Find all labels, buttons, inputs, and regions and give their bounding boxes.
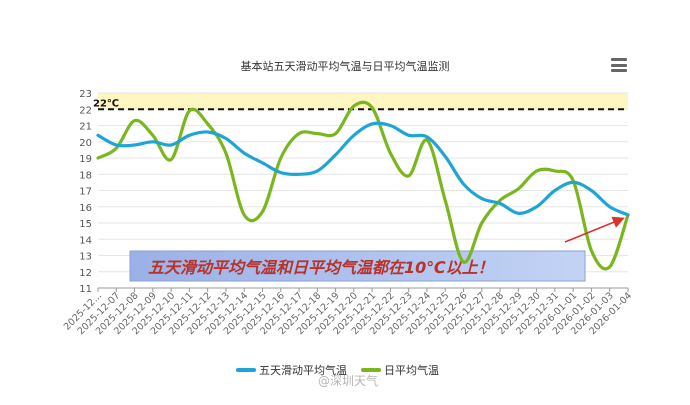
data-point-1 [188, 110, 190, 112]
data-point-1 [444, 199, 446, 201]
data-point-0 [535, 206, 537, 208]
data-point-0 [298, 173, 300, 175]
data-point-0 [627, 214, 629, 216]
data-point-0 [261, 162, 263, 164]
data-point-0 [609, 206, 611, 208]
data-point-1 [97, 157, 99, 159]
data-point-1 [133, 119, 135, 121]
data-point-0 [316, 170, 318, 172]
annotation-text: 五天滑动平均气温和日平均气温都在10℃以上！ [148, 258, 494, 277]
annotation-box [129, 250, 586, 282]
legend-label: 日平均气温 [384, 363, 439, 377]
data-point-1 [115, 147, 117, 149]
data-point-0 [334, 154, 336, 156]
data-point-0 [462, 183, 464, 185]
data-point-1 [261, 210, 263, 212]
data-point-1 [371, 106, 373, 108]
data-point-0 [133, 144, 135, 146]
data-point-1 [170, 158, 172, 160]
data-point-1 [280, 157, 282, 159]
y-tick-label: 20 [79, 138, 92, 149]
data-point-1 [316, 132, 318, 134]
data-point-1 [535, 170, 537, 172]
data-point-0 [243, 152, 245, 154]
data-point-1 [353, 105, 355, 107]
data-point-0 [97, 134, 99, 136]
data-point-0 [115, 144, 117, 146]
data-point-1 [206, 123, 208, 125]
data-point-0 [426, 136, 428, 138]
threshold-label: 22℃ [93, 98, 119, 109]
y-tick-label: 21 [79, 122, 92, 133]
data-point-0 [371, 123, 373, 125]
legend-label: 五天滑动平均气温 [259, 363, 347, 377]
y-tick-label: 11 [79, 284, 92, 295]
data-point-1 [609, 266, 611, 268]
data-point-1 [243, 214, 245, 216]
data-point-0 [572, 181, 574, 183]
y-tick-label: 16 [79, 203, 92, 214]
watermark: @深圳天气 [318, 373, 378, 388]
data-point-1 [517, 188, 519, 190]
data-point-0 [389, 124, 391, 126]
data-point-0 [206, 131, 208, 133]
data-point-1 [481, 222, 483, 224]
data-point-1 [554, 170, 556, 172]
y-tick-label: 17 [79, 187, 92, 198]
series-line-1 [96, 100, 630, 271]
data-point-1 [152, 134, 154, 136]
data-point-0 [554, 189, 556, 191]
y-tick-label: 19 [79, 154, 92, 165]
y-tick-label: 22 [79, 105, 92, 116]
y-tick-label: 14 [79, 235, 92, 246]
data-point-0 [188, 134, 190, 136]
data-point-0 [444, 155, 446, 157]
y-tick-label: 13 [79, 252, 92, 263]
data-point-1 [590, 249, 592, 251]
y-tick-label: 12 [79, 268, 92, 279]
legend-item-1[interactable]: 日平均气温 [361, 363, 439, 377]
data-point-0 [280, 171, 282, 173]
data-point-1 [225, 152, 227, 154]
data-point-0 [152, 141, 154, 143]
data-point-0 [481, 197, 483, 199]
y-tick-label: 23 [79, 89, 92, 100]
data-point-1 [499, 199, 501, 201]
chart-title: 基本站五天滑动平均气温与日平均气温监测 [241, 59, 450, 73]
data-point-0 [590, 189, 592, 191]
data-point-1 [389, 152, 391, 154]
data-point-1 [298, 132, 300, 134]
data-point-0 [517, 212, 519, 214]
legend-item-0[interactable]: 五天滑动平均气温 [236, 363, 347, 377]
y-tick-label: 18 [79, 170, 92, 181]
hamburger-menu-icon[interactable] [611, 58, 627, 72]
data-point-0 [407, 134, 409, 136]
arrow-annotation [564, 216, 625, 243]
data-point-0 [499, 202, 501, 204]
y-tick-label: 15 [79, 219, 92, 230]
data-point-1 [407, 175, 409, 177]
data-point-1 [334, 132, 336, 134]
data-point-0 [170, 144, 172, 146]
data-point-0 [353, 134, 355, 136]
series-line-0 [96, 121, 630, 217]
data-point-1 [462, 261, 464, 263]
data-point-0 [225, 137, 227, 139]
